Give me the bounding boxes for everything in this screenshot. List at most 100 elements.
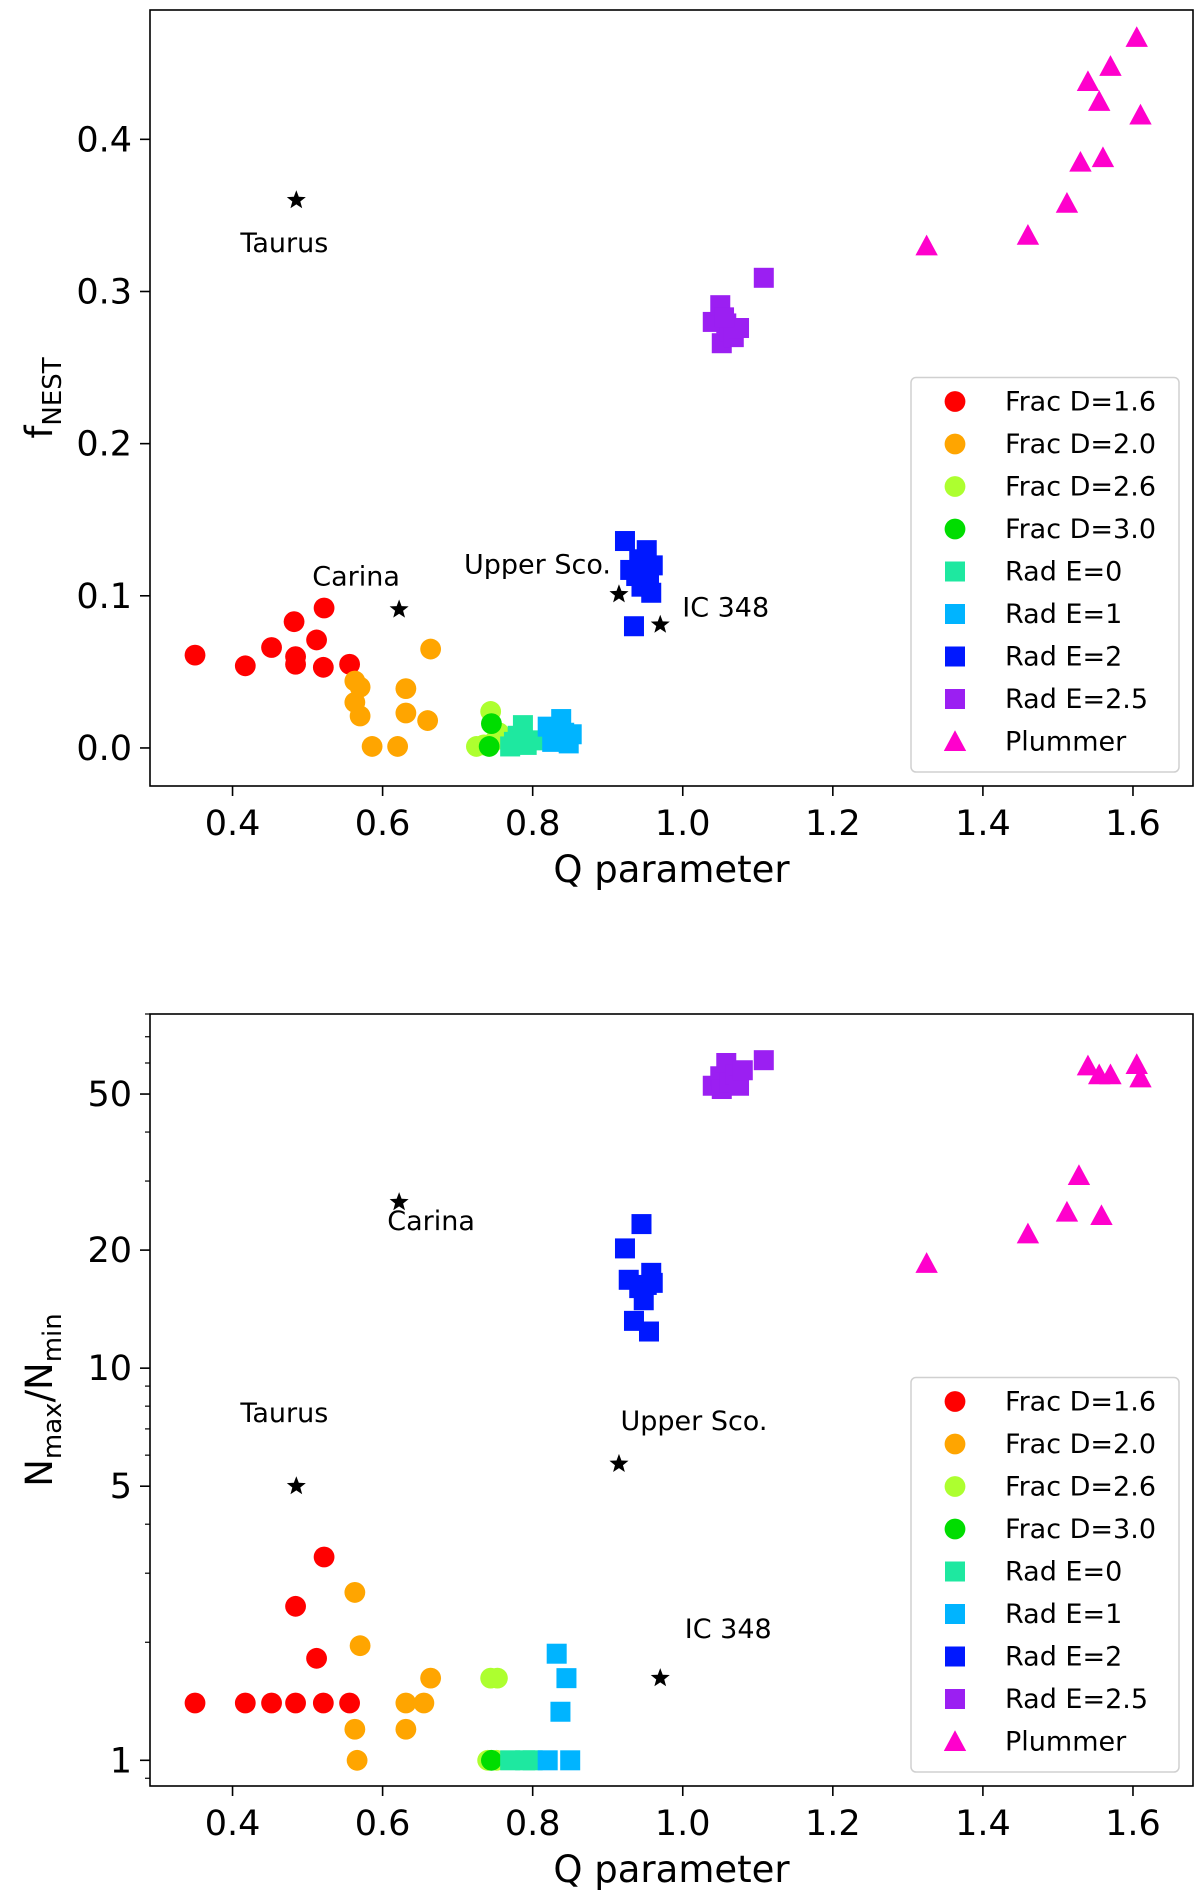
point-frac-d-3-0: [481, 713, 502, 735]
series-rad-e-2: [614, 531, 663, 637]
y-tick-label: 0.1: [76, 577, 132, 617]
observation-label-taurus: Taurus: [239, 228, 328, 259]
point-rad-e-1: [561, 724, 582, 745]
point-frac-d-3-0: [481, 1749, 502, 1771]
point-frac-d-1-6: [184, 1692, 206, 1714]
y-tick-label: 5: [110, 1467, 132, 1507]
point-plummer: [1099, 55, 1122, 76]
legend-marker-rad-e-0: [945, 1561, 965, 1582]
point-frac-d-2-0: [395, 678, 417, 700]
observation-star-ic-348: [650, 614, 670, 633]
y-tick-label: 10: [87, 1349, 132, 1389]
x-tick-label: 0.4: [205, 1804, 261, 1844]
x-tick-label: 0.6: [355, 1804, 411, 1844]
x-tick-label: 0.6: [355, 804, 411, 844]
point-plummer: [1076, 70, 1100, 92]
series-frac-d-2-0: [344, 1582, 442, 1771]
legend-marker-rad-e-1: [945, 604, 965, 624]
series-rad-e-2-5: [702, 1050, 774, 1100]
series-rad-e-0: [500, 1750, 543, 1771]
point-frac-d-2-0: [413, 1692, 435, 1714]
legend-entry-rad-e-1: Rad E=1: [1005, 599, 1122, 630]
series-plummer: [915, 1053, 1152, 1273]
y-tick-label: 0.2: [76, 425, 132, 465]
point-rad-e-2: [623, 1310, 644, 1331]
legend-entry-frac-d-2-6: Frac D=2.6: [1005, 1472, 1156, 1503]
point-rad-e-2-5: [729, 318, 750, 339]
y-label-main: /N: [18, 1362, 61, 1402]
point-frac-d-1-6: [285, 1692, 306, 1714]
point-plummer: [1129, 103, 1152, 125]
point-frac-d-1-6: [234, 1692, 256, 1714]
legend-entry-rad-e-0: Rad E=0: [1005, 557, 1122, 588]
series-frac-d-1-6: [184, 597, 360, 678]
point-plummer: [1076, 1054, 1100, 1076]
observation-star-taurus: [286, 190, 306, 209]
legend-marker-plummer: [943, 730, 967, 752]
legend: Frac D=1.6 Frac D=2.0 Frac D=2.6 Frac D=3.0…: [910, 376, 1180, 773]
point-plummer: [1088, 90, 1111, 111]
series-rad-e-0: [500, 715, 543, 757]
point-plummer: [1055, 1200, 1079, 1222]
y-label-subscript: min: [38, 1313, 68, 1362]
point-rad-e-2-5: [753, 1050, 774, 1071]
point-frac-d-2-0: [349, 1635, 371, 1657]
point-frac-d-1-6: [285, 653, 306, 675]
point-rad-e-2: [631, 1214, 652, 1235]
y-axis-label: Nmax/Nmin: [18, 1313, 68, 1487]
point-frac-d-1-6: [313, 597, 335, 619]
legend-entry-rad-e-2-5: Rad E=2.5: [1005, 684, 1148, 715]
legend-marker-plummer: [943, 1730, 967, 1752]
series-rad-e-2: [614, 1214, 663, 1342]
legend-marker-frac-d-2-6: [944, 476, 966, 497]
y-tick-label: 20: [87, 1231, 132, 1271]
x-tick-label: 1.6: [1105, 1804, 1161, 1844]
series-frac-d-3-0: [478, 713, 502, 757]
point-rad-e-2: [642, 555, 663, 576]
legend-entry-rad-e-0: Rad E=0: [1005, 1557, 1122, 1588]
legend-entry-frac-d-1-6: Frac D=1.6: [1005, 1387, 1156, 1418]
observation-label-carina: Carina: [312, 561, 400, 592]
legend-marker-rad-e-2: [945, 646, 965, 667]
top-panel-fnest: 0.4 0.6 0.8 1.0 1.2 1.4 1.6 0.0 0.1 0.2 0.3 0.4 Q pa…: [18, 9, 1194, 891]
observation-star-taurus: [286, 1476, 306, 1495]
x-axis-label: Q parameter: [553, 848, 790, 891]
point-rad-e-2: [636, 540, 657, 561]
legend-entry-plummer: Plummer: [1005, 1727, 1127, 1758]
point-rad-e-1: [556, 1668, 577, 1689]
point-frac-d-1-6: [313, 1546, 335, 1568]
x-tick-label: 1.4: [955, 1804, 1011, 1844]
point-rad-e-1: [537, 1750, 558, 1771]
legend-marker-frac-d-3-0: [944, 1518, 966, 1540]
legend-marker-rad-e-2-5: [945, 689, 965, 709]
point-plummer: [1090, 1204, 1113, 1226]
observation-label-ic-348: IC 348: [685, 1614, 772, 1645]
point-plummer: [1069, 150, 1092, 172]
legend-entry-frac-d-3-0: Frac D=3.0: [1005, 1514, 1156, 1545]
point-frac-d-1-6: [306, 629, 327, 651]
point-frac-d-2-0: [395, 1718, 417, 1740]
point-frac-d-1-6: [285, 1595, 306, 1617]
point-rad-e-2: [642, 1272, 663, 1293]
x-tick-label: 1.4: [955, 804, 1011, 844]
x-axis-label: Q parameter: [553, 1848, 790, 1891]
legend-marker-rad-e-2: [945, 1646, 965, 1667]
observation-label-upper-sco: Upper Sco.: [464, 549, 611, 580]
x-tick-label: 1.6: [1105, 804, 1161, 844]
point-rad-e-0: [522, 730, 543, 751]
observation-label-upper-sco: Upper Sco.: [620, 1406, 767, 1437]
point-frac-d-2-0: [420, 1667, 442, 1689]
bottom-panel-nmax-nmin: 0.4 0.6 0.8 1.0 1.2 1.4 1.6 1 5 10 20 50 Q parameter…: [18, 1013, 1194, 1891]
point-frac-d-1-6: [234, 655, 256, 677]
point-frac-d-2-0: [349, 676, 371, 698]
point-rad-e-2: [633, 1290, 654, 1311]
point-plummer: [915, 1252, 938, 1273]
point-plummer: [1067, 1164, 1091, 1185]
point-rad-e-2-5: [753, 267, 774, 288]
legend-entry-frac-d-2-6: Frac D=2.6: [1005, 472, 1156, 503]
axes-frame: [149, 9, 1194, 787]
x-tick-label: 1.0: [655, 1804, 711, 1844]
point-frac-d-1-6: [261, 1692, 282, 1714]
y-label-main: N: [18, 1459, 61, 1487]
point-plummer: [1055, 192, 1079, 213]
